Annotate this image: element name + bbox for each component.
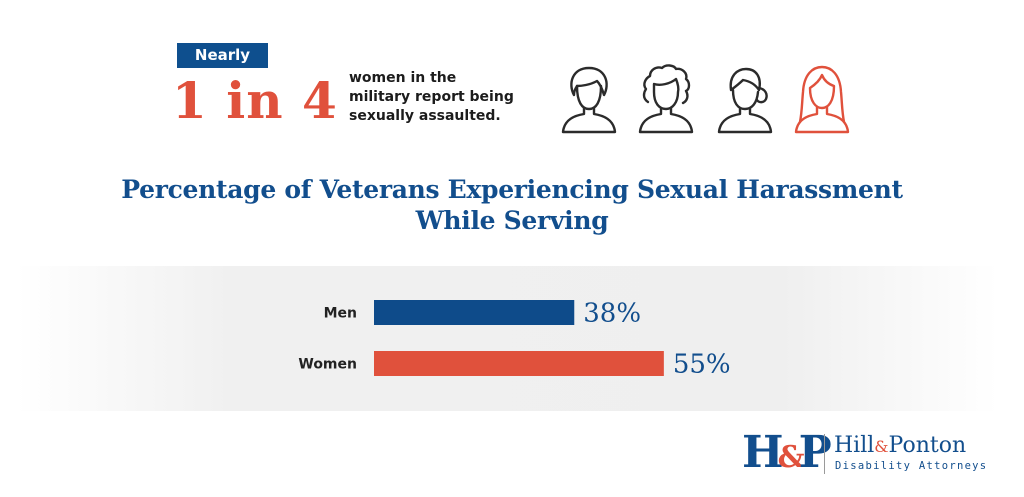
chart-title: Percentage of Veterans Experiencing Sexu… [0, 174, 1024, 236]
woman-icon [638, 64, 694, 134]
stat-caption-line: women in the [349, 70, 457, 86]
logo-tagline: Disability Attorneys [835, 460, 988, 472]
category-label-women: Women [298, 357, 357, 373]
logo-name-amp: & [874, 437, 889, 456]
stat-block: Nearly 1 in 4 women in the military repo… [0, 0, 1024, 160]
logo-mark-h: H [742, 427, 784, 478]
logo-mark-p: P [798, 427, 832, 478]
woman-highlight-icon [794, 65, 850, 134]
stat-caption-line: sexually assaulted. [349, 108, 501, 124]
stat-value: 1 in 4 [172, 71, 338, 130]
value-label-men: 38% [583, 299, 641, 329]
logo-divider [824, 434, 825, 474]
stat-caption: women in the military report being sexua… [349, 69, 549, 126]
logo-name-left: Hill [834, 433, 875, 458]
chart-title-line: While Serving [415, 206, 609, 235]
logo-name-right: Ponton [888, 433, 967, 458]
nearly-badge: Nearly [177, 43, 268, 68]
bar-women [374, 351, 664, 376]
chart-title-line: Percentage of Veterans Experiencing Sexu… [121, 175, 903, 204]
value-label-women: 55% [673, 350, 731, 380]
woman-icon [717, 67, 773, 134]
stat-caption-line: military report being [349, 89, 514, 105]
bar-men [374, 300, 575, 325]
logo-mark: H&P [742, 427, 832, 478]
logo-mark-amp: & [777, 440, 805, 475]
chart-panel [16, 266, 998, 411]
woman-icon [561, 66, 617, 134]
category-label-men: Men [324, 306, 357, 322]
logo-name: Hill&Ponton [834, 433, 966, 460]
